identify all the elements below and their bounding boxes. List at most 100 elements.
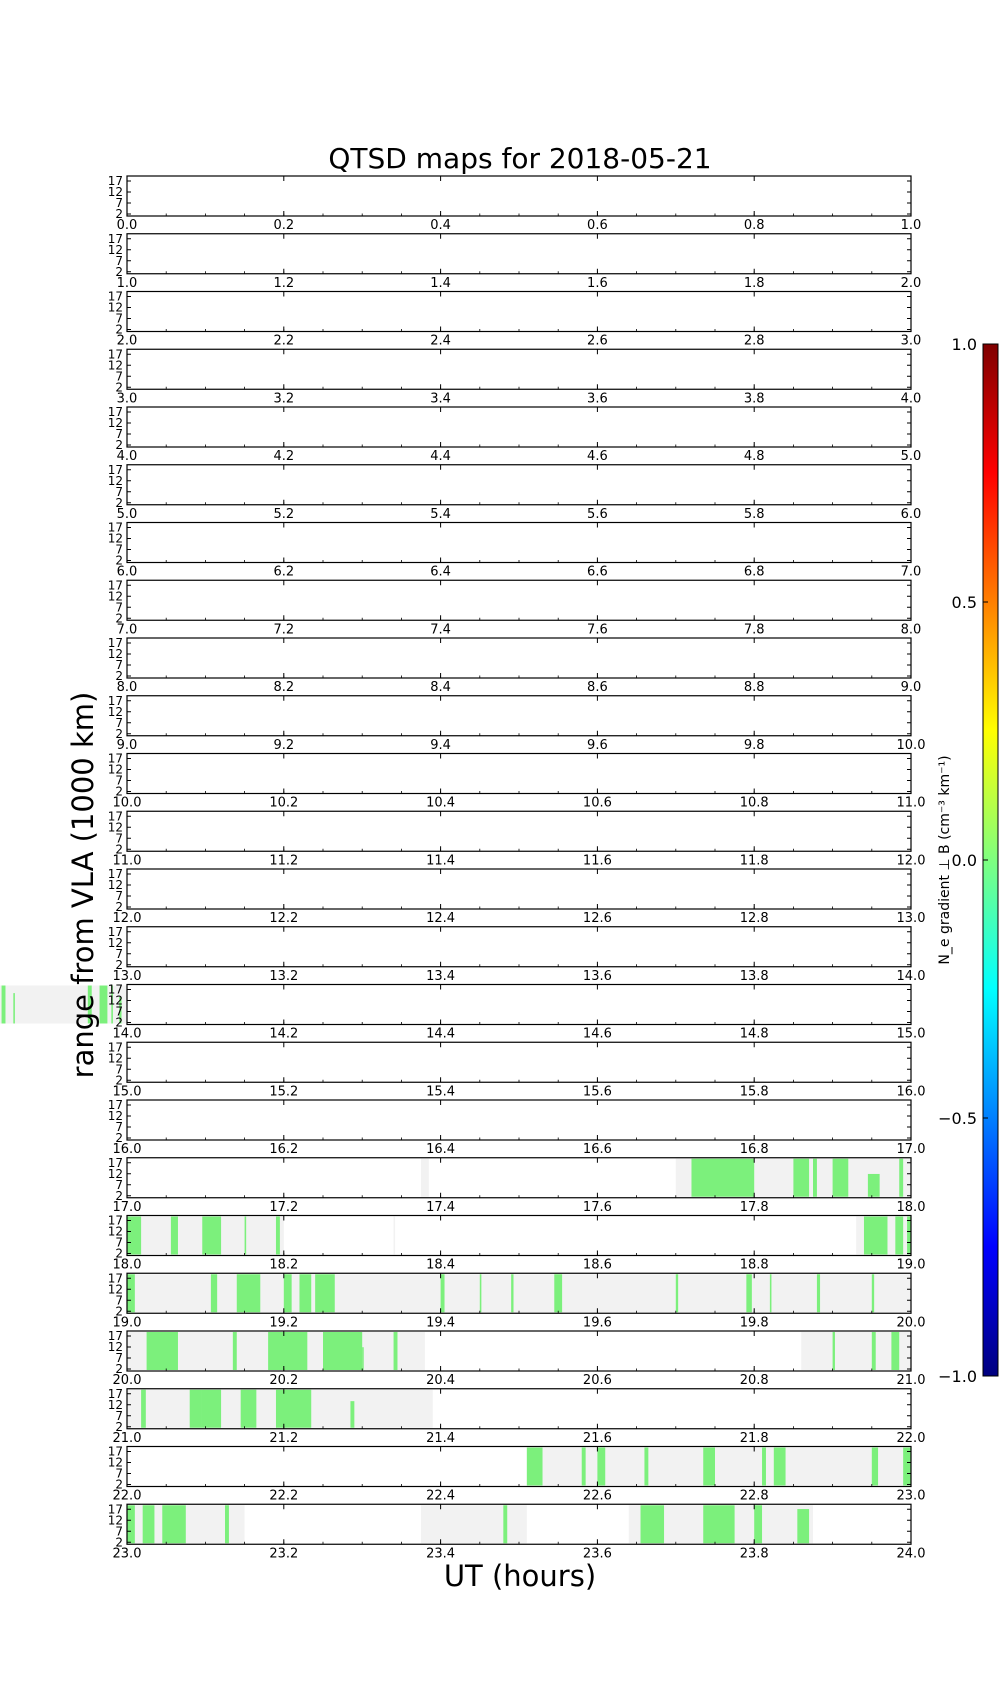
gradient-feature bbox=[813, 1158, 817, 1197]
panel-frame bbox=[126, 1099, 912, 1141]
y-tick-label: 17 bbox=[108, 1387, 123, 1401]
y-tick-label: 12 bbox=[108, 532, 123, 546]
y-tick-label: 2 bbox=[115, 900, 123, 914]
y-tick-label: 7 bbox=[115, 254, 123, 268]
gradient-feature bbox=[315, 1274, 335, 1313]
y-tick-label: 7 bbox=[115, 1062, 123, 1076]
x-tick-label: 12.0 bbox=[113, 911, 142, 926]
x-tick-label: 2.0 bbox=[117, 334, 138, 349]
gradient-feature bbox=[146, 1332, 178, 1370]
y-tick-label: 17 bbox=[108, 174, 123, 188]
panel-frame bbox=[126, 752, 912, 795]
x-tick-label: 15.6 bbox=[583, 1084, 612, 1099]
y-tick-label: 7 bbox=[115, 1005, 123, 1019]
y-tick-label: 12 bbox=[108, 1456, 123, 1470]
x-tick-label: 2.4 bbox=[430, 334, 451, 349]
x-tick-label: 1.8 bbox=[744, 276, 765, 291]
x-tick-label: 1.0 bbox=[117, 276, 138, 291]
x-tick-label: 21.6 bbox=[583, 1431, 612, 1446]
gradient-feature bbox=[244, 1216, 247, 1255]
y-tick-label: 17 bbox=[108, 925, 123, 939]
gradient-feature bbox=[87, 985, 92, 1024]
gradient-feature bbox=[99, 985, 108, 1024]
coverage-area bbox=[421, 1505, 527, 1544]
x-tick-label: 23.0 bbox=[113, 1546, 142, 1561]
gradient-feature bbox=[703, 1505, 735, 1544]
y-tick-label: 2 bbox=[115, 1420, 123, 1434]
y-tick-label: 2 bbox=[115, 323, 123, 337]
x-tick-label: 11.4 bbox=[426, 853, 455, 868]
gradient-feature bbox=[162, 1505, 186, 1544]
x-tick-label: 13.0 bbox=[113, 969, 142, 984]
y-axis-label: range from VLA (1000 km) bbox=[66, 692, 100, 1079]
y-tick-label: 7 bbox=[115, 369, 123, 383]
x-tick-label: 0.8 bbox=[744, 218, 765, 233]
gradient-feature bbox=[899, 1158, 904, 1197]
y-tick-label: 7 bbox=[115, 716, 123, 730]
x-tick-label: 19.4 bbox=[426, 1315, 455, 1330]
x-tick-label: 20.0 bbox=[897, 1315, 926, 1330]
y-tick-label: 12 bbox=[108, 1398, 123, 1412]
y-tick-label: 2 bbox=[115, 1304, 123, 1318]
y-tick-label: 2 bbox=[115, 727, 123, 741]
gradient-feature bbox=[236, 1274, 261, 1313]
y-tick-label: 12 bbox=[108, 474, 123, 488]
x-tick-label: 8.0 bbox=[901, 622, 922, 637]
y-tick-label: 17 bbox=[108, 867, 123, 881]
x-tick-label: 16.0 bbox=[897, 1084, 926, 1099]
gradient-feature bbox=[240, 1389, 257, 1428]
y-tick-label: 17 bbox=[108, 983, 123, 997]
y-tick-label: 17 bbox=[108, 578, 123, 592]
x-tick-label: 21.4 bbox=[426, 1431, 455, 1446]
x-tick-label: 9.4 bbox=[430, 738, 451, 753]
gradient-feature bbox=[1, 985, 6, 1024]
x-tick-label: 23.0 bbox=[897, 1489, 926, 1504]
x-tick-label: 4.4 bbox=[430, 449, 451, 464]
y-tick-label: 7 bbox=[115, 947, 123, 961]
y-tick-label: 17 bbox=[108, 1098, 123, 1112]
x-tick-label: 5.8 bbox=[744, 507, 765, 522]
x-tick-label: 20.0 bbox=[113, 1373, 142, 1388]
y-tick-label: 2 bbox=[115, 785, 123, 799]
x-tick-label: 4.0 bbox=[117, 449, 138, 464]
x-tick-label: 22.2 bbox=[269, 1489, 298, 1504]
y-tick-label: 2 bbox=[115, 1189, 123, 1203]
gradient-feature bbox=[526, 1447, 543, 1486]
x-tick-label: 2.6 bbox=[587, 334, 608, 349]
x-tick-label: 11.0 bbox=[897, 796, 926, 811]
x-tick-label: 3.6 bbox=[587, 391, 608, 406]
y-tick-label: 12 bbox=[108, 878, 123, 892]
x-tick-label: 21.2 bbox=[269, 1431, 298, 1446]
x-tick-label: 7.2 bbox=[273, 622, 294, 637]
y-tick-label: 2 bbox=[115, 958, 123, 972]
x-tick-label: 17.6 bbox=[583, 1200, 612, 1215]
x-tick-label: 5.4 bbox=[430, 507, 451, 522]
x-tick-label: 9.6 bbox=[587, 738, 608, 753]
y-tick-label: 12 bbox=[108, 416, 123, 430]
x-tick-label: 16.2 bbox=[269, 1142, 298, 1157]
panel-frame bbox=[126, 521, 912, 564]
x-tick-label: 21.8 bbox=[740, 1431, 769, 1446]
x-tick-label: 6.0 bbox=[901, 507, 922, 522]
gradient-feature bbox=[554, 1274, 563, 1313]
y-tick-label: 2 bbox=[115, 1073, 123, 1087]
x-tick-label: 12.4 bbox=[426, 911, 455, 926]
x-tick-label: 22.8 bbox=[740, 1489, 769, 1504]
x-tick-label: 0.6 bbox=[587, 218, 608, 233]
x-tick-label: 10.0 bbox=[113, 796, 142, 811]
gradient-feature bbox=[275, 1389, 312, 1428]
x-tick-label: 15.0 bbox=[897, 1027, 926, 1042]
x-tick-label: 13.2 bbox=[269, 969, 298, 984]
y-tick-label: 12 bbox=[108, 994, 123, 1008]
x-tick-label: 15.4 bbox=[426, 1084, 455, 1099]
x-tick-label: 4.6 bbox=[587, 449, 608, 464]
panel-frame bbox=[126, 406, 912, 448]
gradient-feature bbox=[675, 1274, 679, 1313]
x-tick-label: 17.0 bbox=[897, 1142, 926, 1157]
x-tick-label: 9.2 bbox=[273, 738, 294, 753]
